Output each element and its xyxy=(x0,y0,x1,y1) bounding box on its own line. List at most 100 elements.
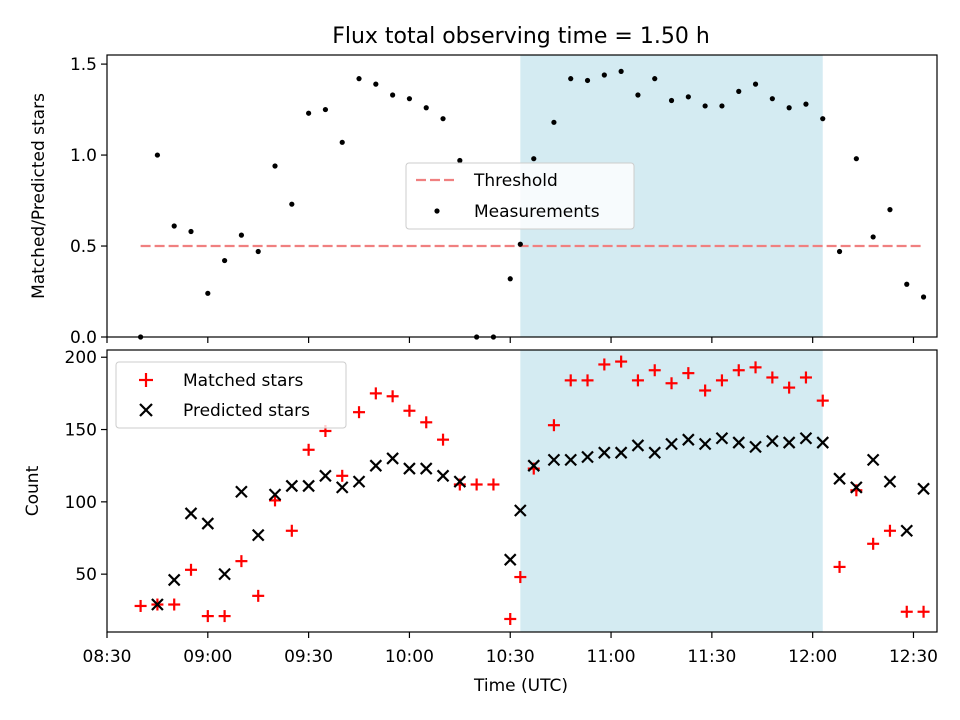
measurement-point xyxy=(618,68,624,74)
x-tick-label: 09:30 xyxy=(284,647,333,667)
matched-star-point xyxy=(917,605,930,618)
predicted-star-point xyxy=(285,479,299,493)
predicted-star-point xyxy=(386,452,399,465)
measurement-point xyxy=(904,281,910,287)
predicted-star-point xyxy=(900,524,914,538)
measurement-point xyxy=(786,105,792,111)
x-tick-label: 11:30 xyxy=(687,647,736,667)
measurement-point xyxy=(188,228,194,235)
matched-star-point xyxy=(883,524,896,537)
measurement-point xyxy=(356,76,362,82)
predicted-star-point xyxy=(866,453,880,467)
matched-star-point xyxy=(470,478,483,491)
measurement-point xyxy=(205,290,211,296)
predicted-star-point xyxy=(184,507,198,520)
matched-star-point xyxy=(403,404,416,417)
matched-star-point xyxy=(302,443,315,456)
matched-star-point xyxy=(631,374,644,387)
chart-title: Flux total observing time = 1.50 h xyxy=(332,24,710,49)
matched-star-point xyxy=(504,612,517,625)
measurement-point xyxy=(423,105,429,111)
matched-star-point xyxy=(218,610,231,623)
matched-star-point xyxy=(682,367,695,380)
measurement-point xyxy=(668,97,675,104)
matched-star-point xyxy=(201,610,214,623)
predicted-star-point xyxy=(527,459,541,472)
predicted-star-point xyxy=(698,437,712,451)
measurement-point xyxy=(584,77,591,84)
measurement-point xyxy=(171,223,177,229)
top-y-tick-label: 0.0 xyxy=(70,328,97,348)
measurement-point xyxy=(154,152,161,158)
legend-predicted-swatch xyxy=(139,403,153,417)
x-tick-label: 08:30 xyxy=(83,647,132,667)
bottom-y-tick-label: 150 xyxy=(65,421,97,441)
measurement-point xyxy=(222,257,228,264)
measurement-point xyxy=(339,139,345,145)
measurement-point xyxy=(853,156,859,162)
matched-star-point xyxy=(420,416,433,429)
predicted-star-point xyxy=(665,437,678,451)
predicted-star-point xyxy=(833,472,846,485)
matched-star-point xyxy=(799,371,812,384)
measurement-point xyxy=(440,116,446,122)
predicted-star-point xyxy=(766,434,779,448)
bottom-axes-frame xyxy=(106,349,938,633)
predicted-star-point xyxy=(251,528,265,542)
predicted-star-point xyxy=(564,453,578,467)
predicted-star-point xyxy=(732,436,746,449)
predicted-star-point xyxy=(201,517,215,530)
measurement-point xyxy=(635,92,641,98)
bottom-legend: Matched stars Predicted stars xyxy=(115,361,347,429)
bottom-x-ticks: 08:30 09:00 09:30 10:00 10:30 11:00 11:30 12:00… xyxy=(83,632,938,667)
top-y-ticks: 0.0 0.5 1.0 1.5 xyxy=(70,55,107,348)
predicted-star-point xyxy=(816,436,830,449)
legend-matched-label: Matched stars xyxy=(183,371,303,391)
top-y-tick-label: 1.0 xyxy=(70,146,97,166)
matched-star-point xyxy=(252,589,265,602)
measurement-point xyxy=(517,241,523,247)
predicted-star-point xyxy=(419,462,433,475)
measurement-point xyxy=(531,156,537,162)
measurement-point xyxy=(568,76,574,82)
predicted-star-point xyxy=(167,573,181,587)
bottom-observing-window xyxy=(520,350,823,632)
measurement-point xyxy=(769,96,775,102)
measurement-point xyxy=(373,81,379,87)
matched-star-point xyxy=(336,469,349,482)
predicted-star-point xyxy=(631,439,645,452)
matched-star-point xyxy=(783,381,796,394)
matched-star-point xyxy=(615,355,628,368)
top-x-ticks xyxy=(106,337,915,343)
bottom-y-axis-label: Count xyxy=(23,465,43,516)
matched-star-point xyxy=(386,390,399,403)
matched-star-point xyxy=(185,563,198,576)
predicted-star-point xyxy=(151,598,164,611)
predicted-star-point xyxy=(782,436,796,449)
x-tick-label: 12:30 xyxy=(889,647,938,667)
matched-star-point xyxy=(581,374,594,387)
x-tick-label: 09:00 xyxy=(183,647,232,667)
predicted-star-point xyxy=(218,567,231,581)
predicted-star-point xyxy=(799,431,813,445)
predicted-star-point xyxy=(369,459,383,472)
measurement-point xyxy=(289,201,295,207)
predicted-star-point xyxy=(403,462,416,475)
predicted-star-point xyxy=(547,453,561,467)
predicted-star-point xyxy=(268,488,282,501)
predicted-star-point xyxy=(235,485,248,499)
measurement-point xyxy=(601,72,607,78)
x-tick-label: 11:00 xyxy=(587,647,636,667)
matched-star-point xyxy=(648,364,661,377)
top-y-tick-label: 1.5 xyxy=(70,55,97,75)
predicted-star-point xyxy=(749,440,762,454)
predicted-star-point xyxy=(682,433,695,446)
matched-star-point xyxy=(766,371,779,384)
measurement-point xyxy=(507,276,513,282)
predicted-star-point xyxy=(917,482,930,496)
measurement-point xyxy=(803,101,809,107)
predicted-star-point xyxy=(503,553,517,566)
top-legend: Threshold Measurements xyxy=(405,162,635,230)
x-tick-label: 10:00 xyxy=(385,647,434,667)
legend-threshold-label: Threshold xyxy=(473,171,558,191)
